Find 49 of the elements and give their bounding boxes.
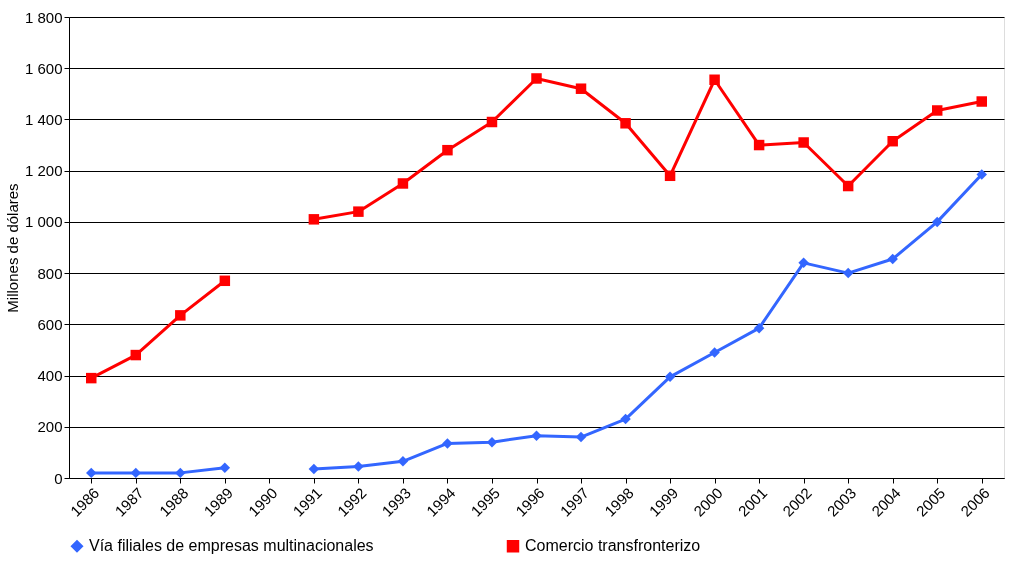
point xyxy=(531,430,542,441)
y-axis-title: Millones de dólares xyxy=(3,183,21,313)
legend-label: Vía filiales de empresas multinacionales xyxy=(89,537,374,555)
point xyxy=(86,372,97,384)
point xyxy=(798,257,809,269)
point xyxy=(976,169,987,180)
y-tick-label: 800 xyxy=(37,264,63,282)
point xyxy=(442,144,453,156)
point xyxy=(887,253,898,265)
y-tick-label: 600 xyxy=(37,315,63,333)
point xyxy=(887,135,898,147)
point xyxy=(931,216,943,228)
point xyxy=(620,118,631,129)
point xyxy=(664,371,676,383)
y-tick-label: 400 xyxy=(37,367,63,385)
point xyxy=(931,105,943,116)
point xyxy=(175,467,186,479)
point xyxy=(709,74,720,85)
y-tick-label: 0 xyxy=(54,469,63,487)
point xyxy=(798,137,809,148)
point xyxy=(130,349,142,361)
point xyxy=(753,139,765,151)
point xyxy=(620,413,631,425)
point xyxy=(753,322,765,334)
y-tick-label: 1 400 xyxy=(24,110,63,128)
y-tick-label: 200 xyxy=(37,418,63,436)
legend-label: Comercio transfronterizo xyxy=(525,537,701,555)
point xyxy=(219,275,231,287)
point xyxy=(575,83,587,94)
point xyxy=(219,462,231,473)
point xyxy=(664,170,676,182)
point xyxy=(486,116,498,128)
y-tick-label: 1 200 xyxy=(24,162,63,180)
y-tick-label: 1 000 xyxy=(24,213,63,231)
point xyxy=(709,347,720,358)
point xyxy=(397,178,409,189)
point xyxy=(442,438,453,449)
point xyxy=(976,96,987,107)
point xyxy=(175,310,186,321)
point xyxy=(842,180,854,192)
point xyxy=(86,467,97,479)
point xyxy=(353,206,364,217)
point xyxy=(308,214,320,225)
y-tick-label: 1 600 xyxy=(24,59,63,77)
point xyxy=(842,267,854,279)
point xyxy=(397,456,409,467)
point xyxy=(353,461,364,472)
point xyxy=(531,73,542,84)
y-tick-label: 1 800 xyxy=(24,8,63,26)
